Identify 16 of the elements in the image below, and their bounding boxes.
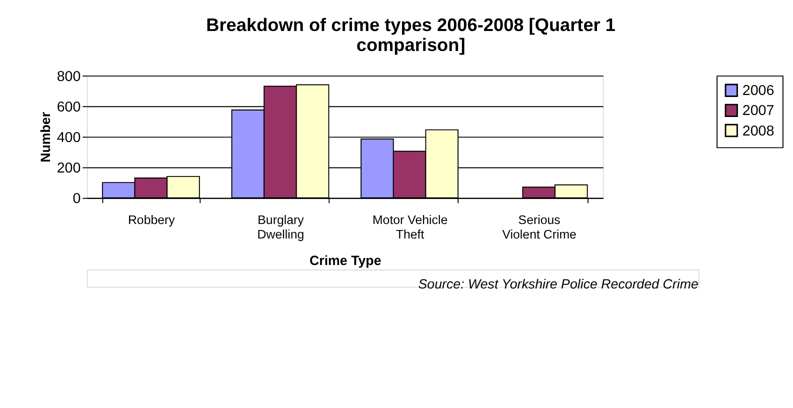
legend-label: 2007 xyxy=(742,103,774,120)
y-tick-label: 600 xyxy=(56,99,81,116)
legend-label: 2008 xyxy=(742,123,774,140)
x-tick-label: Burglary Dwelling xyxy=(257,213,305,242)
legend-label: 2006 xyxy=(742,83,774,100)
x-tick-label: Serious Violent Crime xyxy=(502,213,577,242)
y-tick-label: 800 xyxy=(56,68,81,85)
y-axis-title: Number xyxy=(38,112,54,162)
x-tick-label: Robbery xyxy=(128,213,176,228)
y-tick-label: 400 xyxy=(56,130,81,146)
x-tick-label: Motor Vehicle Theft xyxy=(372,213,448,242)
x-axis-title: Crime Type xyxy=(309,253,382,268)
y-tick-label: 200 xyxy=(56,160,81,177)
source-note: Source: West Yorkshire Police Recorded Crime xyxy=(418,276,698,292)
chart-title: Breakdown of crime types 2006-2008 [Quarter 1 comparison] xyxy=(206,15,616,56)
y-tick-label: 0 xyxy=(72,191,81,208)
